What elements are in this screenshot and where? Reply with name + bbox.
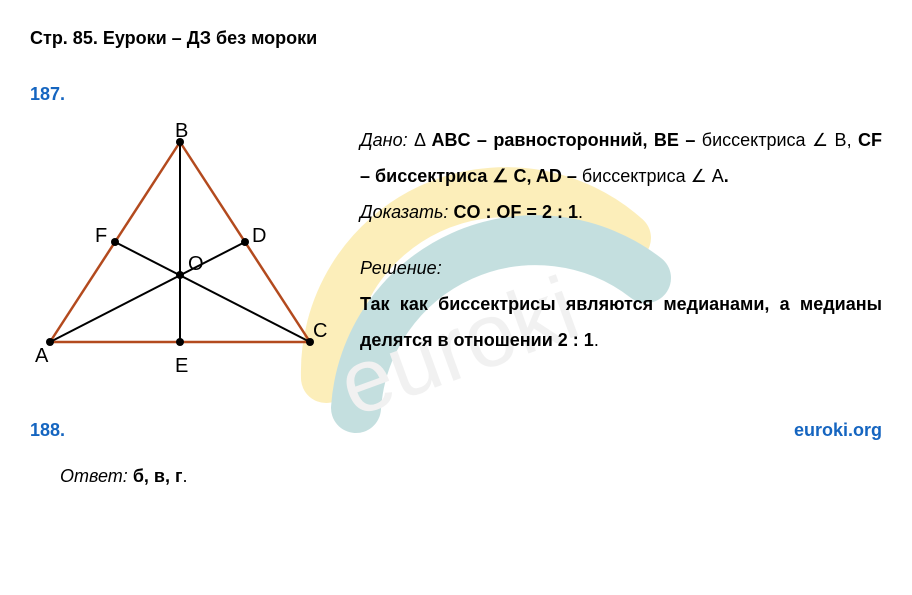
solution-label: Решение:	[360, 258, 442, 278]
label-B: B	[175, 122, 188, 142]
problem-188-answer: Ответ: б, в, г.	[60, 458, 882, 494]
label-D: D	[252, 225, 266, 247]
given-label: Дано:	[360, 130, 408, 150]
label-A: A	[35, 345, 49, 367]
problem-187-number: 187.	[30, 76, 882, 112]
problem-188-number: 188.	[30, 412, 65, 448]
page-header: Стр. 85. Еуроки – ДЗ без мороки	[30, 20, 882, 56]
label-C: C	[313, 320, 327, 342]
site-link[interactable]: euroki.org	[794, 412, 882, 448]
label-F: F	[95, 225, 107, 247]
triangle-diagram: A B C D E F O	[30, 122, 340, 382]
problem-187-text: Дано: Δ ABC – равносторонний, BE – биссе…	[360, 122, 882, 358]
prove-label: Доказать:	[360, 202, 448, 222]
label-E: E	[175, 355, 188, 377]
label-O: O	[188, 253, 204, 275]
